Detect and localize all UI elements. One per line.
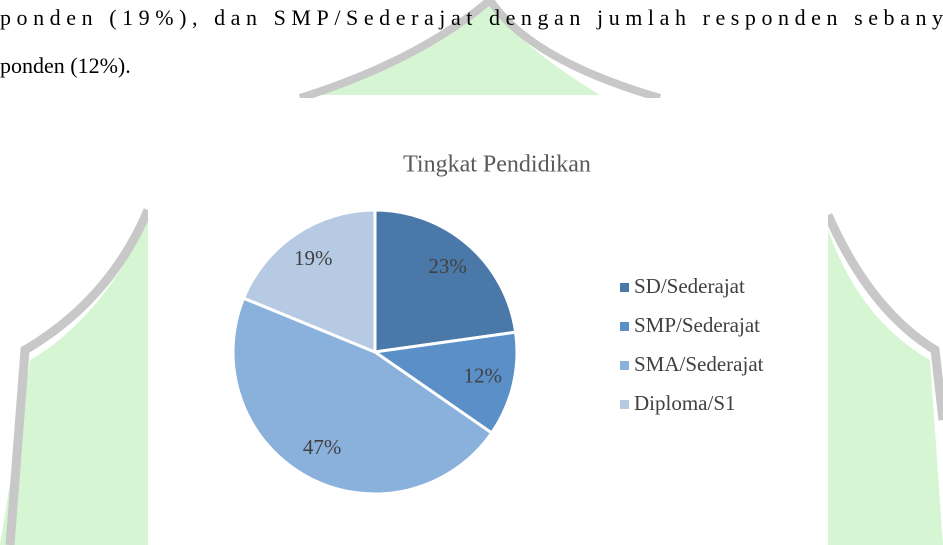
page: ponden (19%), dan SMP/Sederajat dengan j… [0, 0, 943, 545]
legend-swatch [620, 283, 629, 292]
data-label: 47% [303, 435, 342, 459]
data-label: 12% [464, 363, 503, 387]
text-line: ponden (19%), dan SMP/Sederajat dengan j… [0, 5, 943, 30]
legend-swatch [620, 322, 629, 331]
legend-label: SMP/Sederajat [634, 313, 760, 337]
data-label: 19% [294, 246, 333, 270]
legend-swatch [620, 361, 629, 370]
legend-label: SMA/Sederajat [634, 352, 764, 376]
legend-swatch [620, 400, 629, 409]
legend-label: Diploma/S1 [634, 391, 736, 415]
legend-label: SD/Sederajat [634, 274, 745, 298]
text-line: ponden (12%). [0, 53, 131, 78]
data-label: 23% [428, 254, 467, 278]
chart-title: Tingkat Pendidikan [403, 152, 591, 178]
